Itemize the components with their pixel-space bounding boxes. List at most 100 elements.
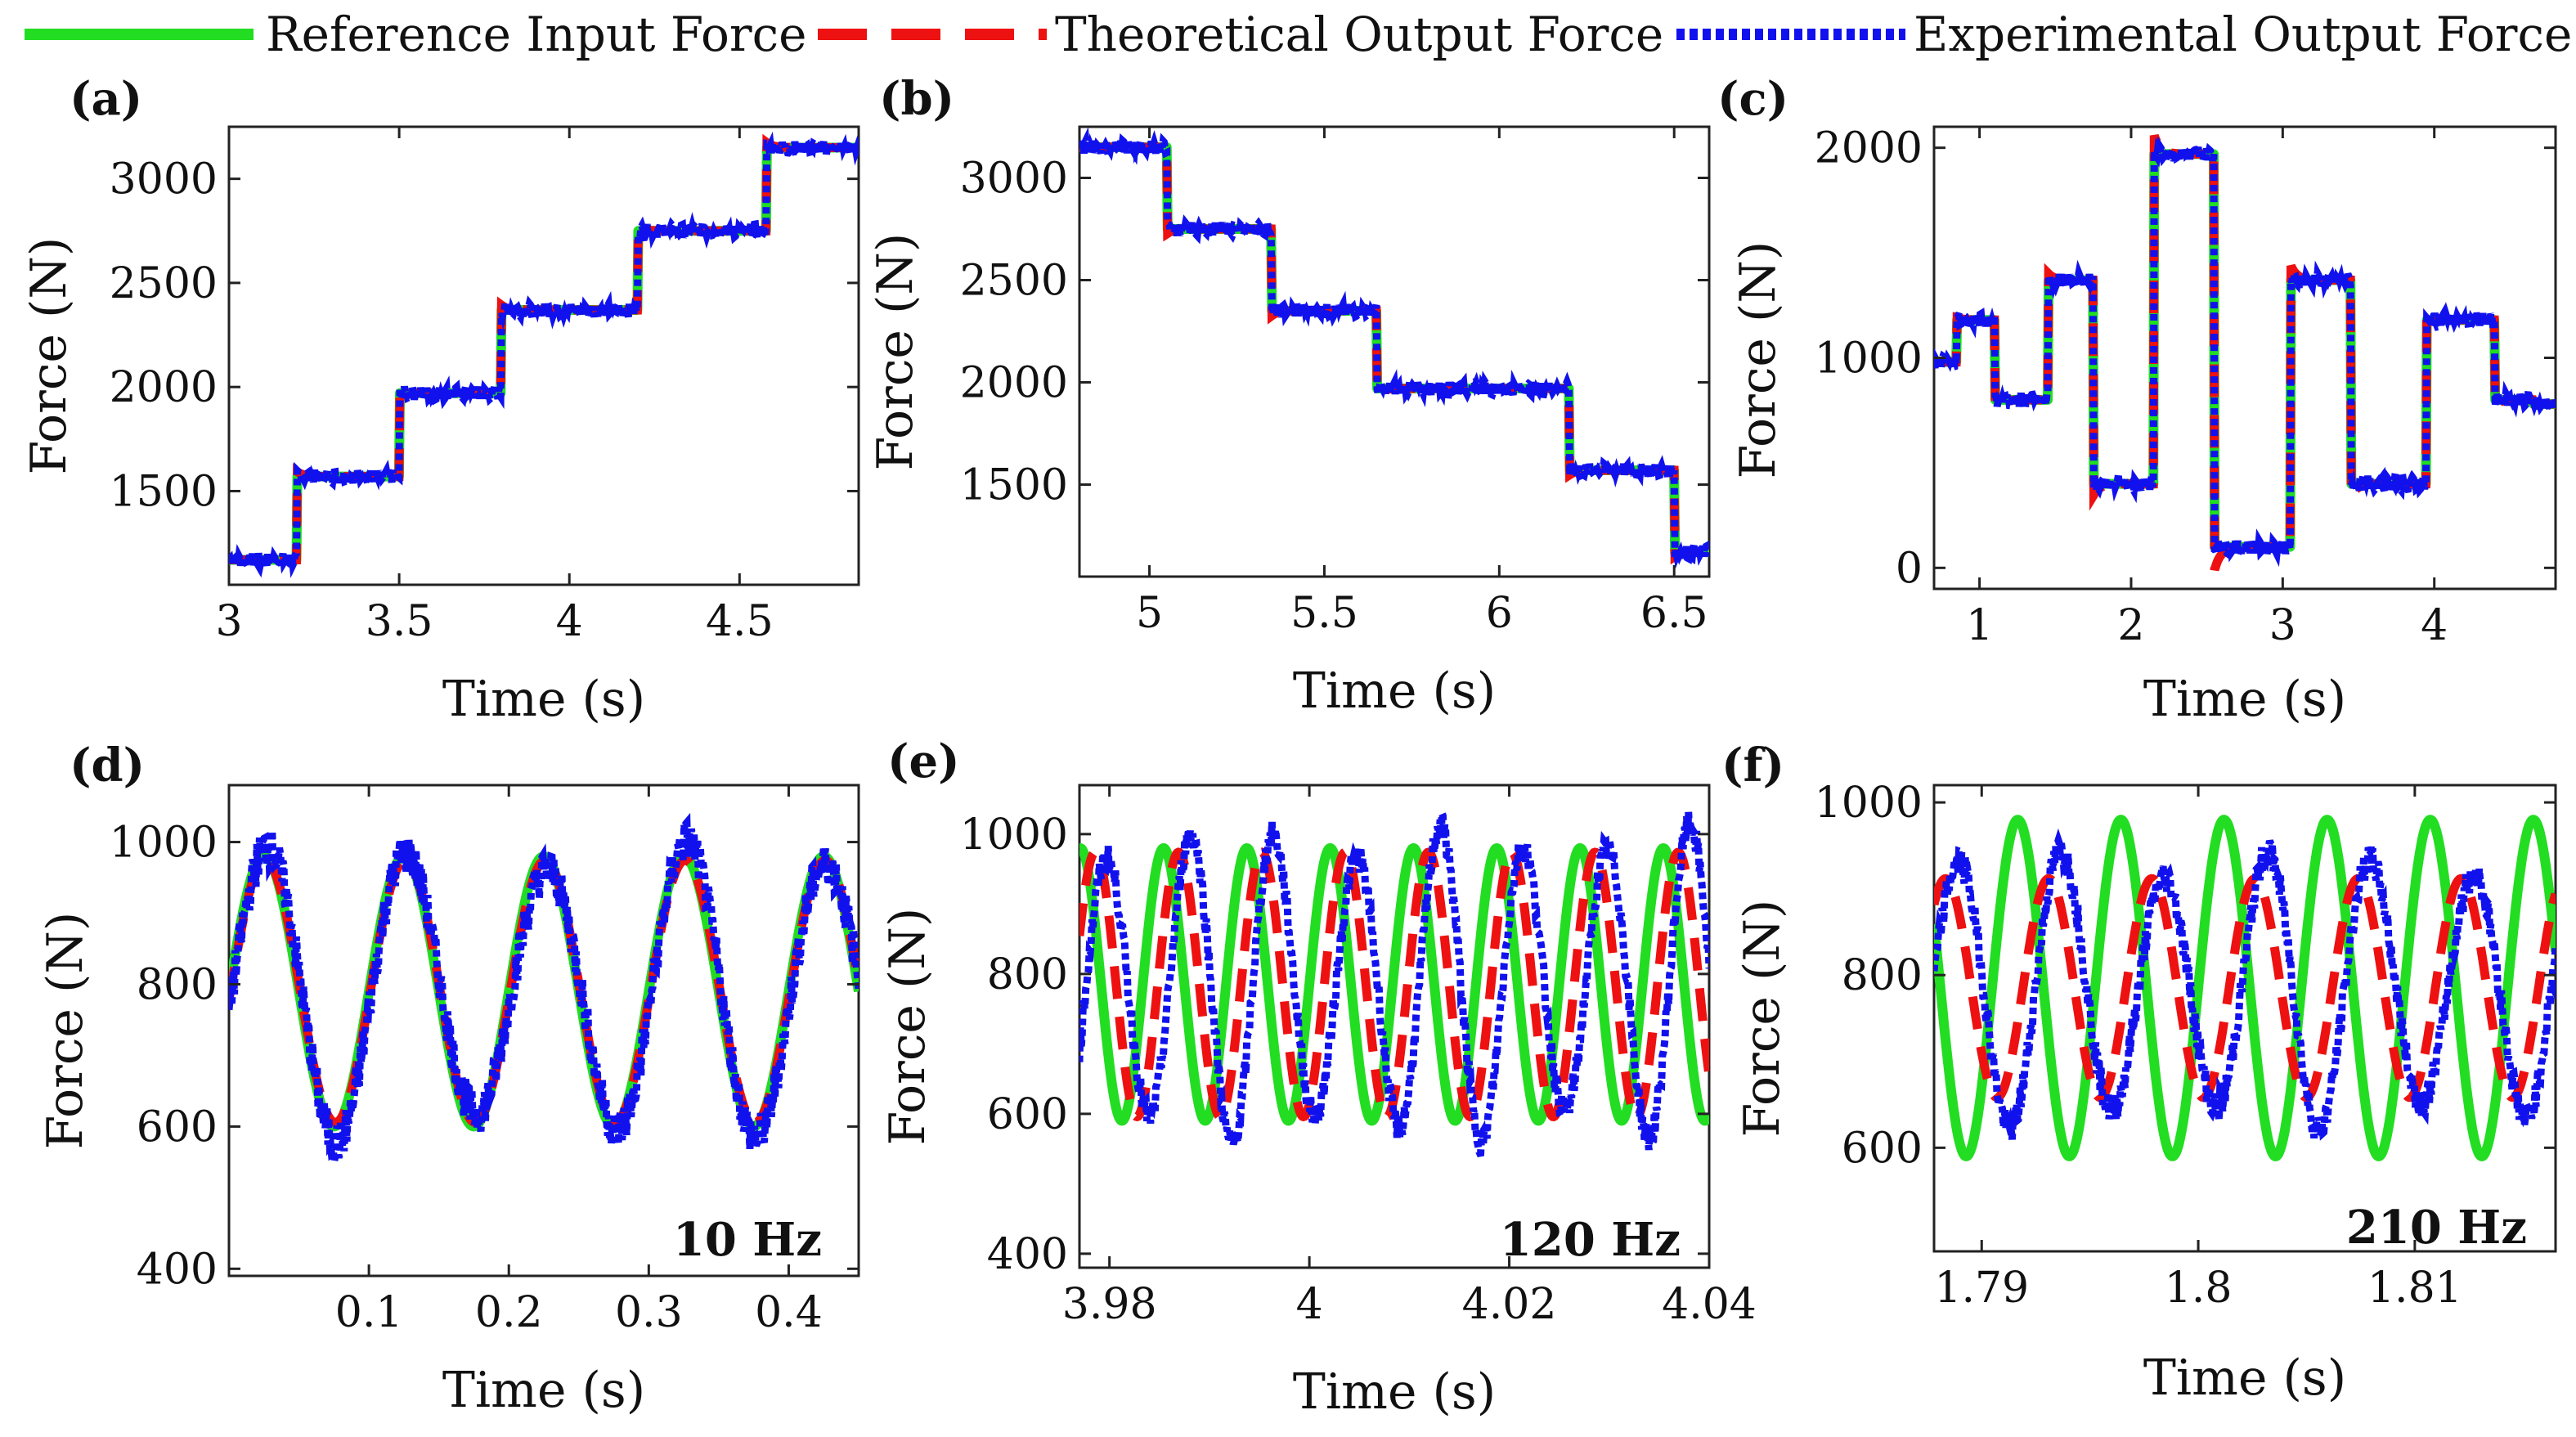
legend-item-experimental: Experimental Output Force <box>1676 7 2572 62</box>
plot-frame <box>1078 784 1711 1269</box>
x-tick-label: 4 <box>2421 601 2448 650</box>
tick-group: 1 2 3 4 0 1000 2000 <box>1815 124 2556 650</box>
y-tick-label: 2000 <box>1815 124 1923 173</box>
y-tick-label: 400 <box>987 1230 1068 1279</box>
experimental-output-series <box>1079 127 1709 569</box>
experimental-output-series <box>1934 828 2556 1141</box>
frequency-annotation: 10 Hz <box>673 1213 822 1267</box>
x-tick-label: 4.5 <box>706 597 774 646</box>
y-axis-label: Force (N) <box>37 912 94 1150</box>
y-axis-label: Force (N) <box>867 233 924 471</box>
y-tick-label: 800 <box>1842 951 1923 1000</box>
x-tick-label: 4 <box>556 597 583 646</box>
series-group <box>1934 133 2556 572</box>
experimental-output-series <box>229 128 859 580</box>
legend: Reference Input Force Theoretical Output… <box>25 7 2572 62</box>
y-tick-label: 1000 <box>960 811 1068 860</box>
y-tick-label: 2000 <box>960 359 1068 408</box>
series-group <box>1079 127 1709 569</box>
theoretical-output-series <box>1934 873 2556 1102</box>
y-tick-label: 600 <box>137 1102 218 1152</box>
reference-input-series <box>229 851 859 1132</box>
reference-input-series <box>1934 149 2556 552</box>
x-axis-label: Time (s) <box>1293 662 1496 720</box>
y-tick-label: 1500 <box>960 461 1068 510</box>
x-tick-label: 3.5 <box>366 597 433 646</box>
x-tick-label: 1.79 <box>1934 1264 2029 1313</box>
panel-d: (d) 0.1 0.2 0.3 0.4 400 600 800 1000 Time (s) F… <box>37 739 860 1419</box>
panel-label: (f) <box>1721 739 1784 793</box>
x-tick-label: 5 <box>1136 589 1163 638</box>
x-tick-label: 1.81 <box>2367 1264 2462 1313</box>
x-axis-label: Time (s) <box>442 671 645 728</box>
panel-label: (e) <box>887 734 960 788</box>
x-tick-label: 4 <box>1296 1280 1323 1329</box>
y-tick-label: 0 <box>1896 544 1923 593</box>
theoretical-output-series <box>1079 142 1709 565</box>
frequency-annotation: 120 Hz <box>1500 1213 1681 1267</box>
legend-label-theoretical: Theoretical Output Force <box>1055 7 1663 62</box>
y-tick-label: 400 <box>137 1245 218 1294</box>
tick-group: 3.98 4 4.02 4.04 400 600 800 1000 <box>960 785 1757 1329</box>
x-tick-label: 2 <box>2117 601 2144 650</box>
frequency-annotation: 210 Hz <box>2346 1201 2527 1255</box>
plot-frame <box>1932 784 2557 1253</box>
y-axis-label: Force (N) <box>1730 241 1787 479</box>
x-tick-label: 3.98 <box>1062 1280 1157 1329</box>
y-tick-label: 2000 <box>110 363 218 412</box>
x-tick-label: 5.5 <box>1290 589 1358 638</box>
plot-frame <box>1932 125 2557 591</box>
y-tick-label: 800 <box>987 950 1068 999</box>
y-tick-label: 1000 <box>1815 335 1923 384</box>
y-tick-label: 1000 <box>1815 779 1923 828</box>
series-group <box>229 812 859 1163</box>
y-tick-label: 600 <box>987 1090 1068 1139</box>
legend-label-reference: Reference Input Force <box>266 7 806 62</box>
y-axis-label: Force (N) <box>20 237 78 475</box>
x-tick-label: 3 <box>2269 601 2296 650</box>
y-tick-label: 1000 <box>110 819 218 868</box>
y-tick-label: 3000 <box>960 155 1068 204</box>
x-tick-label: 1.8 <box>2165 1264 2233 1313</box>
x-tick-label: 0.1 <box>335 1288 403 1337</box>
legend-item-theoretical: Theoretical Output Force <box>818 7 1663 62</box>
panel-c: (c) 1 2 3 4 0 1000 2000 Time (s) Force (N) <box>1717 72 2557 728</box>
tick-group: 3 3.5 4 4.5 1500 2000 2500 3000 <box>110 127 859 646</box>
experimental-output-series <box>229 812 859 1163</box>
plot-frame <box>227 125 860 586</box>
y-axis-label: Force (N) <box>879 908 936 1146</box>
x-axis-label: Time (s) <box>2143 1349 2346 1407</box>
x-tick-label: 0.2 <box>475 1288 543 1337</box>
reference-input-series <box>1079 142 1709 557</box>
x-axis-label: Time (s) <box>442 1362 645 1419</box>
legend-item-reference: Reference Input Force <box>25 7 806 62</box>
x-tick-label: 0.4 <box>755 1288 823 1337</box>
panel-f: (f) 1.79 1.8 1.81 600 800 1000 Time (s) Force… <box>1721 739 2557 1407</box>
series-group <box>1079 811 1709 1157</box>
x-tick-label: 6 <box>1486 589 1513 638</box>
plot-frame <box>227 784 860 1278</box>
y-axis-label: Force (N) <box>1734 900 1791 1138</box>
y-tick-label: 800 <box>137 960 218 1009</box>
x-axis-label: Time (s) <box>2143 671 2346 728</box>
y-tick-label: 600 <box>1842 1124 1923 1173</box>
theoretical-output-series <box>1934 133 2556 572</box>
tick-group: 1.79 1.8 1.81 600 800 1000 <box>1815 779 2556 1313</box>
experimental-output-series <box>1079 811 1709 1157</box>
legend-label-experimental: Experimental Output Force <box>1914 7 2572 62</box>
panel-a: (a) 3 3.5 4 4.5 1500 2000 2500 3000 Time (s) Fo… <box>20 72 860 728</box>
panel-label: (d) <box>70 739 145 793</box>
y-tick-label: 2500 <box>960 257 1068 306</box>
panel-b: (b) 5 5.5 6 6.5 1500 2000 2500 3000 Time (s) Fo… <box>867 72 1711 720</box>
panel-label: (a) <box>70 72 142 126</box>
x-tick-label: 6.5 <box>1640 589 1708 638</box>
panel-label: (b) <box>879 72 954 126</box>
y-tick-label: 1500 <box>110 467 218 516</box>
panel-label: (c) <box>1717 72 1788 126</box>
theoretical-output-series <box>229 855 859 1127</box>
series-group <box>1934 815 2556 1161</box>
experimental-output-series <box>1934 136 2556 568</box>
x-tick-label: 3 <box>215 597 242 646</box>
